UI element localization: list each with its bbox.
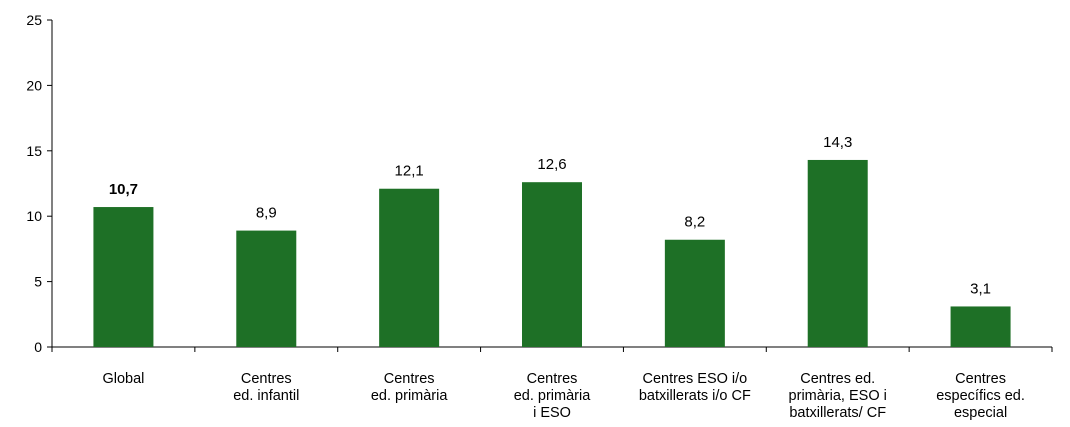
category-label: Centres ESO i/o <box>642 371 747 387</box>
bars <box>93 159 1011 347</box>
category-label: Centres <box>527 371 578 387</box>
data-label: 12,6 <box>537 156 566 173</box>
bar <box>807 159 868 347</box>
y-tick-label: 20 <box>26 77 42 93</box>
data-label: 8,2 <box>684 214 705 231</box>
category-label: batxillerats i/o CF <box>639 388 751 404</box>
y-tick-label: 5 <box>34 274 42 290</box>
category-label: ed. primària <box>371 388 448 404</box>
bar <box>522 182 582 347</box>
category-label: batxillerats/ CF <box>789 405 886 421</box>
data-label: 10,7 <box>109 181 138 198</box>
category-label: Centres ed. <box>800 371 875 387</box>
category-label: Centres <box>241 371 292 387</box>
category-label: Global <box>102 371 144 387</box>
category-label: especial <box>954 405 1007 421</box>
data-label: 12,1 <box>395 163 424 180</box>
category-label: específics ed. <box>936 388 1025 404</box>
y-tick-label: 25 <box>26 12 42 28</box>
y-tick-label: 0 <box>34 339 42 355</box>
y-axis: 0 5 10 15 20 25 <box>26 12 53 355</box>
data-label: 3,1 <box>970 280 991 297</box>
bar <box>236 230 297 347</box>
category-label: Centres <box>955 371 1006 387</box>
category-label: Centres <box>384 371 435 387</box>
category-label: ed. infantil <box>233 388 299 404</box>
bar <box>950 306 1011 347</box>
data-label: 14,3 <box>823 134 852 151</box>
category-label: i ESO <box>533 405 571 421</box>
bar <box>664 239 725 347</box>
bar <box>379 188 440 347</box>
y-tick-label: 10 <box>26 208 42 224</box>
y-tick-label: 15 <box>26 143 42 159</box>
category-label: ed. primària <box>514 388 591 404</box>
bar <box>93 207 154 347</box>
data-label: 8,9 <box>256 205 277 222</box>
data-labels: 10,7 8,9 12,1 12,6 8,2 14,3 3,1 <box>109 134 991 297</box>
category-label: primària, ESO i <box>789 388 887 404</box>
x-axis <box>51 346 1053 352</box>
